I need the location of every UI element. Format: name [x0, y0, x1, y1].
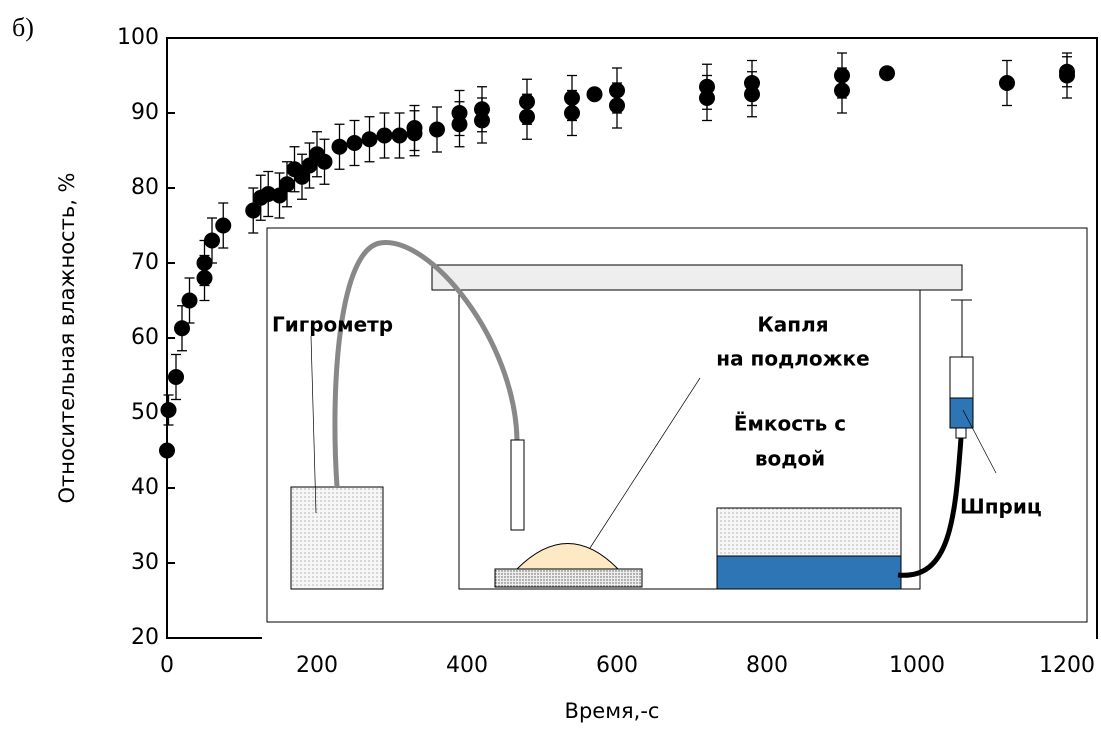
point — [331, 138, 348, 155]
x-tick-label: 400 — [446, 653, 488, 678]
y-tick-label: 70 — [131, 250, 159, 275]
x-tick-label: 800 — [746, 653, 788, 678]
leader-line — [589, 377, 701, 549]
x-tick-label: 0 — [160, 653, 174, 678]
point — [160, 402, 177, 418]
y-tick-label: 90 — [131, 100, 159, 125]
panel-label: б) — [12, 13, 34, 42]
point — [429, 121, 445, 138]
point — [609, 82, 625, 99]
point — [1059, 63, 1075, 80]
point — [879, 65, 895, 82]
inset-diagram: Гигрометр Капля на подложке Ёмкость с во… — [262, 226, 1096, 642]
point — [245, 202, 262, 219]
substrate — [494, 568, 643, 588]
point — [834, 67, 850, 84]
point — [346, 135, 363, 151]
y-tick-label: 100 — [117, 25, 159, 50]
hygrometer-box — [290, 486, 384, 590]
point — [271, 187, 288, 204]
hygrometer-cable — [332, 240, 520, 488]
y-tick-label: 80 — [131, 175, 159, 200]
point — [391, 127, 408, 144]
point — [376, 127, 393, 144]
container-label: водой — [755, 447, 825, 471]
container — [716, 507, 902, 557]
container-label: Ёмкость с — [734, 412, 846, 436]
point — [316, 153, 333, 170]
x-axis-label: Время,-с — [565, 699, 660, 723]
syringe-tip — [955, 427, 967, 439]
drop — [515, 543, 620, 570]
point — [451, 105, 468, 121]
y-tick-label: 30 — [131, 550, 159, 575]
y-tick-label: 40 — [131, 475, 159, 500]
point — [215, 217, 232, 234]
point — [586, 86, 603, 103]
point — [474, 101, 490, 118]
water — [716, 555, 902, 590]
y-tick-label: 50 — [131, 400, 159, 425]
chamber — [458, 290, 921, 590]
drop-label: на подложке — [716, 347, 869, 371]
y-tick-label: 60 — [131, 325, 159, 350]
point — [181, 292, 198, 309]
x-tick-label: 1000 — [889, 653, 945, 678]
y-tick-label: 20 — [131, 625, 159, 650]
point — [301, 157, 318, 174]
x-tick-label: 1200 — [1039, 653, 1095, 678]
point — [406, 125, 423, 142]
hygrometer-label: Гигрометр — [272, 313, 393, 337]
point — [361, 131, 378, 148]
point — [999, 75, 1015, 91]
syringe-water — [949, 397, 974, 429]
point — [699, 78, 715, 95]
point — [519, 93, 535, 110]
point — [279, 176, 295, 193]
point — [168, 369, 184, 385]
y-axis-label: Относительная влажность, % — [55, 172, 79, 503]
point — [564, 90, 580, 106]
sensor — [510, 439, 525, 531]
leader-line — [310, 335, 317, 514]
leader-line — [962, 409, 997, 474]
chamber-lid — [431, 264, 963, 291]
point — [294, 168, 310, 185]
syringe-label: Шприц — [960, 495, 1042, 519]
point — [196, 270, 213, 286]
point — [174, 320, 190, 337]
drop-label: Капля — [757, 313, 828, 337]
x-tick-label: 200 — [296, 653, 338, 678]
x-tick-label: 600 — [596, 653, 638, 678]
point — [204, 232, 220, 249]
syringe-tube — [897, 437, 964, 578]
point — [744, 75, 760, 91]
point — [159, 442, 175, 459]
